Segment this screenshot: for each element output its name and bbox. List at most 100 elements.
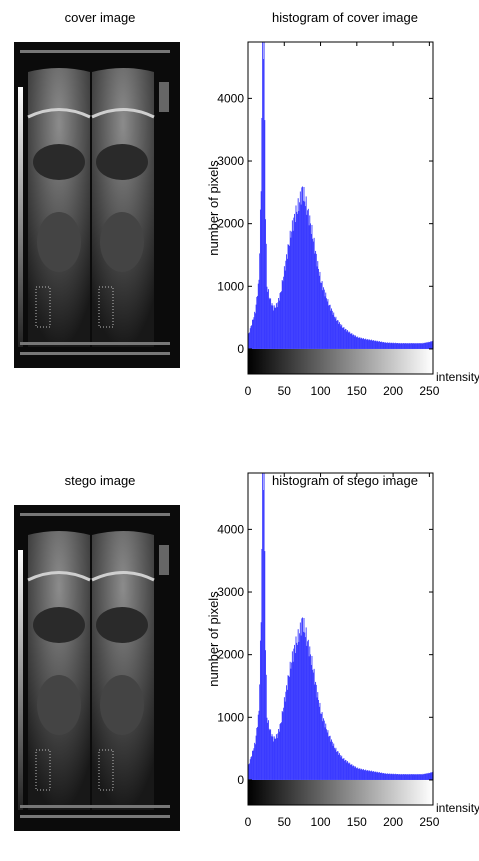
histogram-bar <box>413 343 414 349</box>
histogram-bar <box>401 343 403 349</box>
stego-histogram-chart: 0 1000 2000 3000 4000 0 50 100 150 200 250 number o… <box>206 472 479 829</box>
histogram-bar <box>314 684 316 780</box>
histogram-bar <box>252 319 254 349</box>
histogram-bar <box>396 343 398 349</box>
histogram-bar <box>318 275 320 349</box>
y-axis-label: number of pixels <box>206 591 221 687</box>
histogram-bar <box>372 340 374 349</box>
histogram-bar <box>405 343 407 349</box>
histogram-bar <box>310 223 311 349</box>
histogram-bar <box>257 714 259 780</box>
histogram-bar <box>349 331 351 349</box>
histogram-bar <box>273 741 274 780</box>
histogram-bar <box>357 337 359 349</box>
histogram-bar <box>327 730 329 780</box>
histogram-bar <box>415 774 417 780</box>
histogram-bar <box>295 636 297 780</box>
histogram-bar <box>267 720 269 780</box>
histogram-bar <box>382 341 384 349</box>
histogram-bar <box>410 774 412 780</box>
histogram-bar <box>335 747 337 780</box>
histogram-bar <box>356 337 358 349</box>
histogram-bar <box>396 774 398 780</box>
histogram-bar <box>347 762 349 780</box>
histogram-bar <box>275 307 277 349</box>
histogram-bar <box>347 330 348 349</box>
histogram-bar <box>428 341 430 349</box>
histogram-bar <box>406 774 408 780</box>
histogram-bar <box>415 343 417 349</box>
stego-image-title: stego image <box>64 473 136 488</box>
histogram-bar <box>339 753 340 780</box>
histogram-bar <box>395 774 397 780</box>
histogram-bar <box>281 711 283 780</box>
stego-histogram-title: histogram of stego image <box>272 473 418 488</box>
histogram-bar <box>323 718 325 780</box>
histogram-bar <box>290 668 292 780</box>
histogram-bar <box>307 639 309 780</box>
histogram-bar <box>258 710 260 780</box>
y-tick-label: 0 <box>237 342 244 356</box>
histogram-bar <box>347 331 349 349</box>
histogram-bar <box>308 656 310 780</box>
histogram-bar <box>267 291 269 349</box>
histogram-bar <box>310 664 312 780</box>
histogram-bar <box>284 701 286 780</box>
histogram-bar <box>252 750 253 780</box>
histogram-bar <box>419 343 421 349</box>
histogram-bar <box>391 773 393 780</box>
histogram-bar <box>367 339 369 349</box>
histogram-bar <box>258 279 260 349</box>
histogram-bar <box>286 685 288 780</box>
histogram-bar <box>415 343 417 349</box>
histogram-bar <box>386 773 388 780</box>
histogram-bar <box>273 736 275 780</box>
histogram-bar <box>389 343 391 349</box>
histogram-bar <box>351 333 353 349</box>
x-tick-label: 150 <box>347 815 367 829</box>
histogram-bar <box>381 342 383 349</box>
histogram-bar <box>339 755 341 780</box>
histogram-bar <box>267 289 269 349</box>
histogram-bar <box>265 219 266 349</box>
histogram-bar <box>381 773 383 780</box>
histogram-bar <box>362 770 364 780</box>
histogram-bar <box>276 307 278 349</box>
histogram-bar <box>291 662 293 780</box>
histogram-bar <box>295 205 297 349</box>
histogram-bar <box>405 774 407 780</box>
cover-histogram-chart: 0 1000 2000 3000 4000 0 50 100 150 200 250 number o… <box>206 41 479 398</box>
histogram-bar <box>367 770 369 780</box>
histogram-bar <box>312 238 314 349</box>
histogram-bar <box>298 210 300 349</box>
histogram-bar <box>360 337 362 349</box>
histogram-bar <box>399 774 401 780</box>
y-tick-label: 4000 <box>217 91 244 105</box>
histogram-bar <box>342 327 344 349</box>
histogram-bar <box>317 261 319 349</box>
histogram-bar <box>298 641 300 780</box>
histogram-bar <box>351 764 353 780</box>
histogram-bar <box>325 292 327 349</box>
histogram-bar <box>361 769 363 780</box>
histogram-bar <box>366 770 368 780</box>
histogram-bar <box>392 342 394 349</box>
histogram-bar <box>339 324 341 349</box>
histogram-bar <box>412 343 414 349</box>
histogram-bar <box>336 320 338 349</box>
histogram-bar <box>421 774 423 780</box>
histogram-bar <box>350 764 352 780</box>
histogram-bar <box>249 763 251 780</box>
histogram-bar <box>379 772 381 780</box>
histogram-bar <box>299 633 301 780</box>
histogram-bar <box>296 642 298 780</box>
histogram-bar <box>288 675 290 780</box>
histogram-bar <box>370 771 372 780</box>
histogram-bar <box>285 691 287 780</box>
histogram-bar <box>398 342 400 349</box>
histogram-bar <box>266 286 268 349</box>
histogram-bar <box>331 739 333 780</box>
histogram-bar <box>294 213 296 349</box>
histogram-bar <box>330 741 332 780</box>
histogram-bar <box>364 770 366 780</box>
